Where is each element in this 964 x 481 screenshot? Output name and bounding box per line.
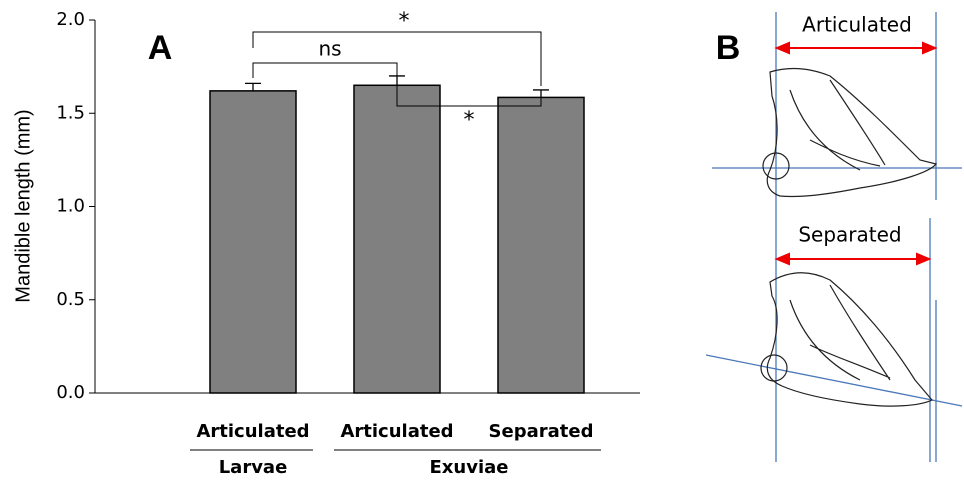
diagram: B Articulated Separated [706,12,962,462]
error-bar [389,76,405,85]
bar [210,91,296,393]
group-label: Exuviae [430,457,509,478]
bracket [253,63,397,78]
x-tick-label: Separated [489,421,594,442]
group-label: Larvae [219,457,288,478]
y-tick-label: 1.0 [56,196,85,217]
annotation: ns [318,37,341,61]
x-tick-label: Articulated [340,421,453,442]
y-tick-label: 0.5 [56,289,85,310]
y-axis-label: Mandible length (mm) [12,109,34,302]
diagram-label: Separated [798,223,901,247]
bar [354,85,440,393]
error-bar [245,83,261,90]
annotation: * [399,9,410,34]
error-bar [533,90,549,97]
y-tick-label: 2.0 [56,9,85,30]
panel-label: B [716,29,741,67]
x-tick-label: Articulated [196,421,309,442]
annotation: * [464,108,475,133]
bar [498,97,584,393]
y-tick-label: 1.5 [56,102,85,123]
y-tick-label: 0.0 [56,382,85,403]
diagram-label: Articulated [802,13,912,37]
figure: Exuviae Larvae Separated Articulated Articul… [0,0,964,481]
panel-label: A [148,29,173,67]
